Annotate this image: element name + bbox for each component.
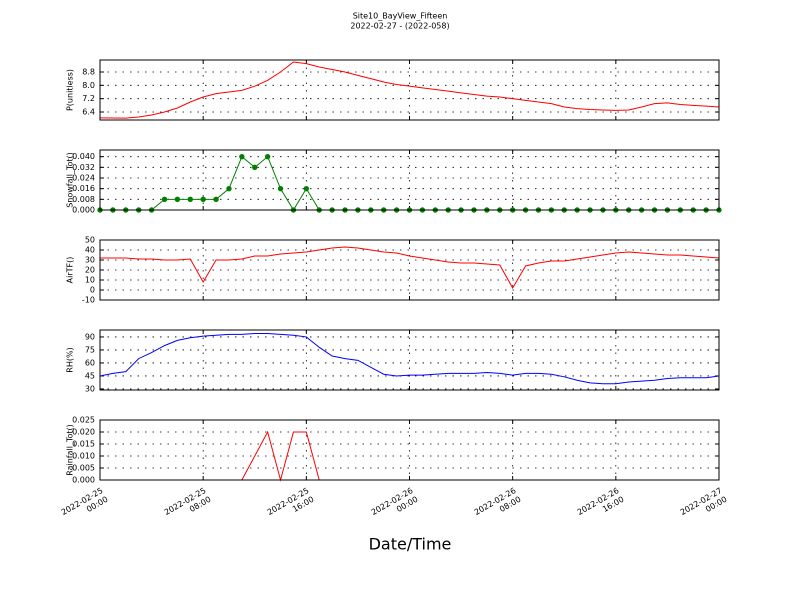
y-tick-label: 8.0: [82, 81, 95, 90]
y-tick-label: 75: [85, 345, 95, 354]
y-tick-label: 10: [85, 276, 95, 285]
y-tick-label: 7.2: [82, 94, 95, 103]
plot-frame: [99, 419, 720, 481]
data-point: [161, 196, 168, 203]
panel: Rainfall_Tot()0.000 0.005 0.010 0.015 0.020 0…: [66, 416, 720, 485]
y-tick-label: 0.024: [72, 174, 95, 183]
data-line: [99, 61, 720, 119]
y-tick-label: 40: [85, 246, 95, 255]
y-tick-label: 45: [85, 371, 95, 380]
y-tick-label: 0.000: [72, 476, 95, 485]
y-tick-label: 90: [85, 332, 95, 341]
chart-subtitle: 2022-02-27 - (2022-058): [350, 22, 449, 31]
y-tick-label: 6.4: [82, 108, 95, 117]
chart-title: Site10_BayView_Fifteen: [353, 12, 448, 21]
y-tick-label: 0: [90, 286, 95, 295]
y-tick-label: 0.040: [72, 152, 95, 161]
y-tick-label: 0.015: [72, 440, 95, 449]
plot-frame: [99, 59, 720, 121]
y-tick-label: 0.008: [72, 195, 95, 204]
data-point: [200, 196, 206, 203]
plot-frame: [99, 329, 720, 391]
panel: RH(%) 30 45 60 75 90: [66, 329, 720, 393]
x-axis-label: Date/Time: [369, 535, 452, 554]
data-point: [213, 196, 219, 203]
data-point: [252, 164, 258, 171]
data-point: [277, 185, 284, 192]
data-line: [100, 155, 719, 211]
y-tick-label: 0.025: [72, 416, 95, 425]
data-line: [99, 332, 720, 385]
plot-frame: [99, 239, 720, 301]
y-tick-label: 0.010: [72, 452, 95, 461]
y-tick-label: 50: [85, 236, 95, 245]
data-point: [303, 185, 310, 192]
data-point: [226, 185, 232, 192]
y-tick-label: 30: [85, 384, 95, 393]
y-axis-label: Rainfall_Tot(): [66, 424, 75, 476]
y-tick-label: 60: [85, 358, 95, 367]
y-tick-label: 30: [85, 256, 95, 265]
data-line: [100, 246, 720, 290]
data-point: [187, 196, 193, 203]
y-tick-label: -10: [82, 296, 95, 305]
data-point: [239, 153, 245, 160]
y-tick-label: 0.005: [72, 464, 95, 473]
y-tick-label: 8.8: [82, 68, 95, 77]
y-axis-label: RH(%): [66, 347, 75, 372]
y-axis-label: P(unitless): [66, 69, 75, 111]
y-tick-label: 20: [85, 266, 95, 275]
panel: P(unitless) 6.4 7.2 8.0 8.8: [66, 59, 720, 121]
y-tick-label: 0.020: [72, 428, 95, 437]
data-point: [174, 196, 181, 203]
y-axis-label: AirTF(): [66, 257, 75, 284]
y-axis-label: Snowfall_Tot(): [66, 152, 75, 208]
y-tick-label: 0.000: [72, 206, 95, 215]
data-point: [264, 153, 271, 160]
y-tick-label: 0.032: [72, 163, 95, 172]
plot-frame: [99, 149, 720, 211]
y-tick-label: 0.016: [72, 184, 95, 193]
